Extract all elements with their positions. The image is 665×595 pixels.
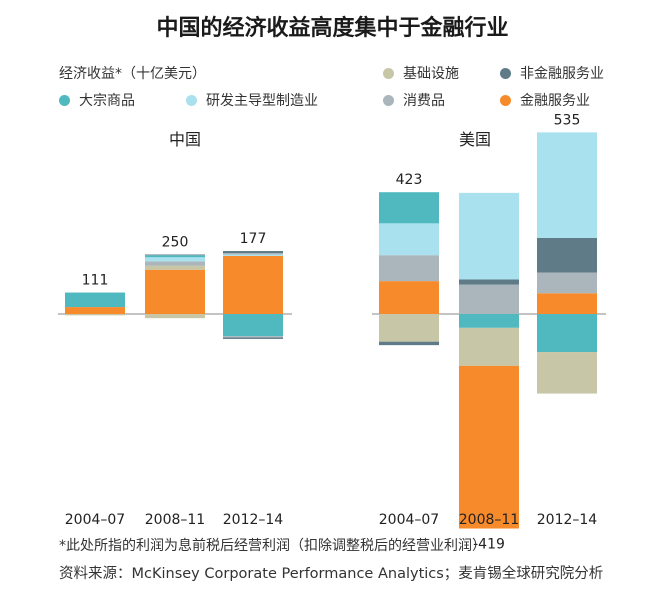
bar-segment-infra [459,327,519,366]
bar-segment-commodity [537,314,597,353]
bar-segment-infra [145,265,205,270]
bar-marks [65,132,597,529]
legend-item-infra: 基础设施 [383,63,459,83]
bar-segment-commodity [379,192,439,224]
legend-label-commodity: 大宗商品 [79,93,135,109]
bar-segment-finance [459,365,519,529]
legend-swatch-consumer [383,94,394,106]
bar-segment-rnd [379,223,439,256]
bar-total-label: 535 [554,112,581,128]
y-axis-label: 经济收益*（十亿美元） [59,66,206,82]
legend-swatch-commodity [59,94,70,106]
bar-segment-finance [223,255,283,314]
legend-label-rnd: 研发主导型制造业 [206,93,318,109]
bar-total-label: 423 [396,172,423,188]
legend-item-commodity: 大宗商品 [59,90,135,110]
bar-segment-commodity [65,292,125,308]
bar-segment-commodity [145,255,205,258]
bar-segment-commodity [223,314,283,337]
legend-swatch-rnd [186,94,197,106]
bar-segment-finance [145,269,205,314]
chart-title: 中国的经济收益高度集中于金融行业 [156,16,509,41]
legend-item-rnd: 研发主导型制造业 [186,90,318,110]
legend-swatch-finance [500,94,511,106]
category-tick-label: 2004–07 [65,512,125,528]
bar-segment-nonfin [145,254,205,256]
bar-segment-infra [65,314,125,316]
panel-title-china: 中国 [169,130,201,149]
panel-title-usa: 美国 [459,130,491,149]
bar-segment-rnd [459,192,519,280]
legend-item-finance: 金融服务业 [500,90,590,110]
bar-segment-nonfin [537,237,597,273]
bar-segment-nonfin [459,279,519,285]
bar-segment-rnd [223,254,283,256]
footnote: *此处所指的利润为息前税后经营利润（扣除调整税后的经营业利润） [59,538,486,554]
legend-item-consumer: 消费品 [383,90,445,110]
bar-segment-nonfin [223,251,283,254]
bar-segment-consumer [459,284,519,314]
legend-label-nonfin: 非金融服务业 [520,66,604,82]
bar-segment-rnd [145,257,205,262]
bar-segment-infra [537,352,597,394]
category-tick-label: 2008–11 [145,512,205,528]
bar-total-label: 177 [240,231,267,247]
bar-segment-finance [379,281,439,314]
bar-segment-nonfin [223,337,283,339]
bar-segment-finance [65,307,125,314]
bar-segment-rnd [537,132,597,238]
legend-label-infra: 基础设施 [403,66,459,82]
bar-segment-finance [537,293,597,314]
bar-labels: 111 2004–07 250 2008–11 177 2012–14 423 2004–07… [65,112,598,552]
bar-segment-consumer [145,261,205,266]
source-note: 资料来源：McKinsey Corporate Performance Anal… [59,566,604,582]
category-tick-label: 2012–14 [537,512,598,528]
bar-segment-consumer [537,272,597,294]
bar-segment-infra [379,314,439,342]
legend-label-consumer: 消费品 [403,93,445,109]
category-tick-label: 2004–07 [379,512,439,528]
bar-segment-consumer [379,255,439,282]
bar-segment-consumer [223,253,283,255]
bar-segment-commodity [459,314,519,328]
bar-segment-consumer [223,336,283,338]
bar-segment-infra [145,314,205,319]
legend-item-nonfin: 非金融服务业 [500,63,604,83]
bar-total-label: 111 [82,273,109,289]
bar-total-label: -419 [473,537,505,553]
category-tick-label: 2008–11 [459,512,519,528]
bar-segment-nonfin [379,341,439,346]
legend-swatch-nonfin [500,67,511,79]
legend-swatch-infra [383,67,394,79]
category-tick-label: 2012–14 [223,512,284,528]
legend-label-finance: 金融服务业 [520,93,590,109]
bar-total-label: 250 [162,234,189,250]
